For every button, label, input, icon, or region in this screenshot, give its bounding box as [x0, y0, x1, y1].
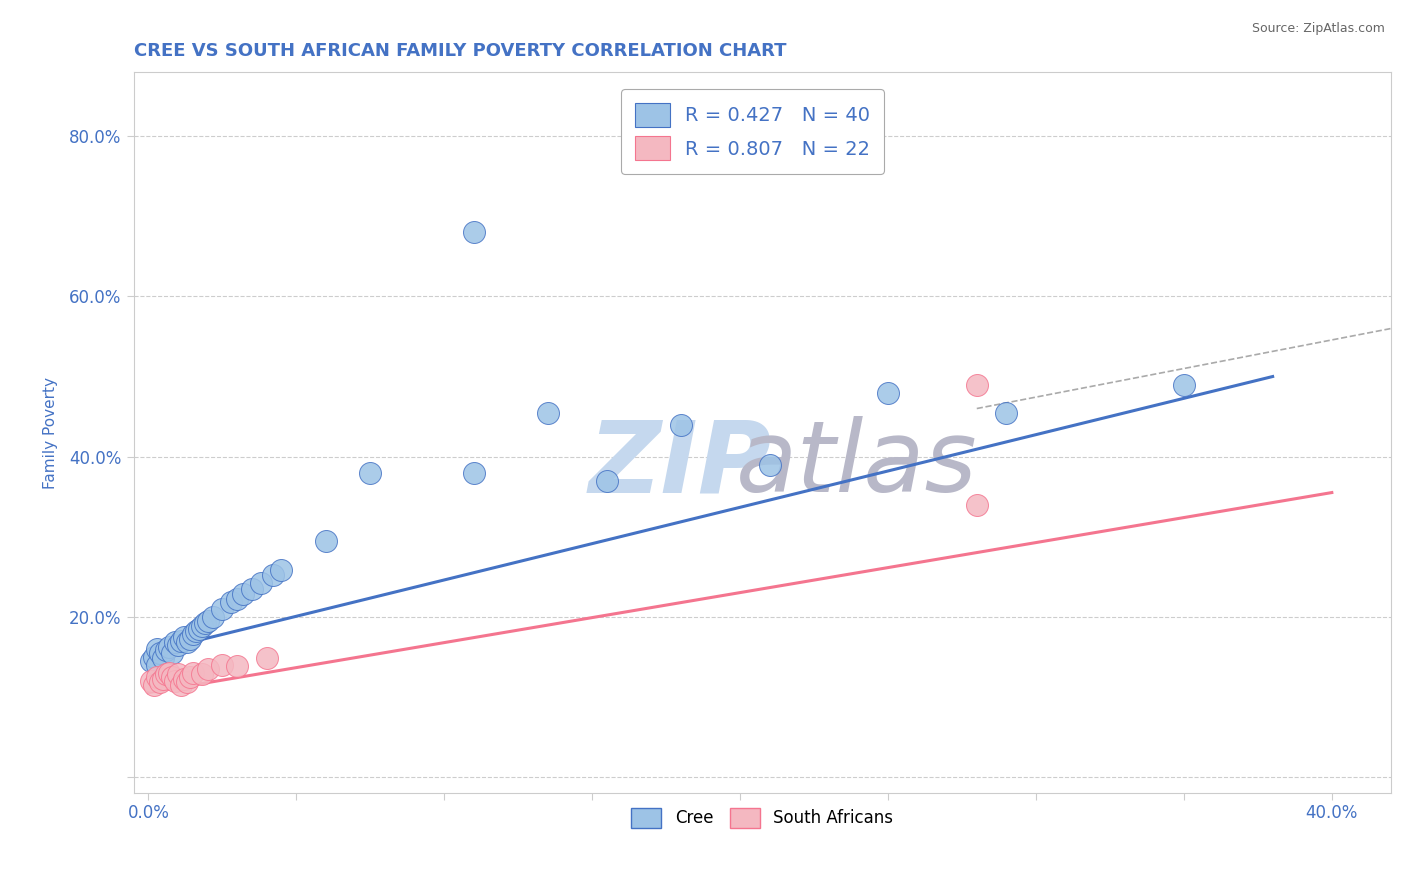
Point: [219, 595, 242, 609]
Point: [758, 458, 780, 472]
Point: [256, 651, 278, 665]
Point: [877, 385, 900, 400]
Point: [184, 624, 207, 638]
Point: [176, 675, 198, 690]
Point: [155, 643, 177, 657]
Point: [197, 662, 219, 676]
Point: [537, 405, 560, 419]
Point: [141, 673, 163, 688]
Point: [966, 377, 988, 392]
Point: [181, 665, 204, 680]
Point: [190, 667, 212, 681]
Point: [1173, 377, 1195, 392]
Point: [146, 670, 169, 684]
Point: [596, 474, 619, 488]
Point: [163, 635, 186, 649]
Point: [167, 667, 190, 681]
Point: [173, 630, 195, 644]
Point: [163, 673, 186, 688]
Point: [226, 659, 249, 673]
Point: [232, 587, 254, 601]
Point: [179, 670, 201, 684]
Point: [155, 667, 177, 681]
Text: CREE VS SOUTH AFRICAN FAMILY POVERTY CORRELATION CHART: CREE VS SOUTH AFRICAN FAMILY POVERTY COR…: [134, 42, 786, 60]
Point: [152, 672, 174, 686]
Text: Source: ZipAtlas.com: Source: ZipAtlas.com: [1251, 22, 1385, 36]
Point: [149, 646, 172, 660]
Point: [226, 592, 249, 607]
Point: [240, 582, 263, 596]
Point: [270, 563, 292, 577]
Point: [669, 417, 692, 432]
Point: [193, 615, 215, 630]
Text: ZIP: ZIP: [589, 417, 772, 514]
Point: [146, 657, 169, 672]
Point: [170, 678, 193, 692]
Point: [187, 622, 209, 636]
Point: [152, 651, 174, 665]
Point: [995, 405, 1018, 419]
Point: [262, 568, 284, 582]
Text: atlas: atlas: [735, 417, 977, 514]
Point: [211, 601, 233, 615]
Point: [463, 226, 485, 240]
Point: [146, 641, 169, 656]
Point: [157, 640, 180, 654]
Point: [190, 619, 212, 633]
Point: [181, 627, 204, 641]
Point: [170, 633, 193, 648]
Point: [359, 466, 381, 480]
Point: [143, 649, 166, 664]
Point: [463, 466, 485, 480]
Point: [167, 638, 190, 652]
Point: [315, 533, 337, 548]
Point: [160, 670, 183, 684]
Point: [160, 646, 183, 660]
Point: [157, 665, 180, 680]
Point: [249, 576, 271, 591]
Point: [197, 614, 219, 628]
Point: [143, 678, 166, 692]
Point: [173, 672, 195, 686]
Y-axis label: Family Poverty: Family Poverty: [44, 376, 58, 489]
Point: [211, 657, 233, 672]
Legend: Cree, South Africans: Cree, South Africans: [624, 801, 900, 835]
Point: [176, 635, 198, 649]
Point: [149, 675, 172, 690]
Point: [141, 654, 163, 668]
Point: [179, 632, 201, 646]
Point: [202, 609, 225, 624]
Point: [966, 498, 988, 512]
